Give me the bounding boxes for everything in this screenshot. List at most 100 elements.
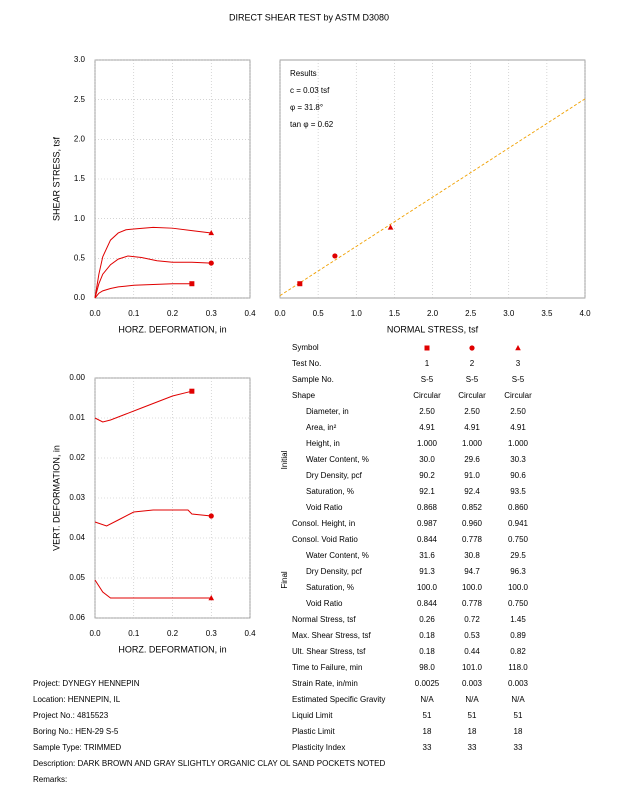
table-cell: 118.0 [508, 663, 528, 672]
table-label: Consol. Height, in [292, 519, 355, 528]
table-cell: 0.860 [508, 503, 529, 512]
table-cell: 100.0 [508, 583, 529, 592]
table-cell: 4.91 [419, 423, 435, 432]
table-label: Dry Density, pcf [306, 567, 363, 576]
table-label: Dry Density, pcf [306, 471, 363, 480]
table-cell: N/A [465, 695, 479, 704]
table-cell: S-5 [466, 375, 479, 384]
info-line: Sample Type: TRIMMED [33, 743, 121, 752]
table-label: Test No. [292, 359, 321, 368]
table-cell: 33 [468, 743, 477, 752]
table-label: Void Ratio [306, 599, 343, 608]
x-tick-label: 2.0 [427, 309, 439, 318]
table-cell: 96.3 [510, 567, 526, 576]
table-cell: 0.72 [464, 615, 480, 624]
table-cell: 1.000 [462, 439, 483, 448]
table-label: Void Ratio [306, 503, 343, 512]
table-cell: 0.18 [419, 647, 435, 656]
x-tick-label: 0.1 [128, 309, 140, 318]
curve [94, 226, 212, 299]
table-label: Plasticity Index [292, 743, 345, 752]
table-label: Normal Stress, tsf [292, 615, 356, 624]
info-line: Remarks: [33, 775, 67, 784]
table-cell: 30.8 [464, 551, 480, 560]
y-tick-label: 2.0 [74, 134, 86, 143]
table-cell: 18 [468, 727, 477, 736]
table-cell: 90.6 [510, 471, 526, 480]
table-cell: 92.4 [464, 487, 480, 496]
x-tick-label: 0.3 [206, 309, 218, 318]
curve [94, 255, 212, 299]
table-cell: 90.2 [419, 471, 435, 480]
table-label: Shape [292, 391, 316, 400]
table-cell: 0.868 [417, 503, 438, 512]
table-label: Area, in² [306, 423, 337, 432]
table-label: Water Content, % [306, 455, 369, 464]
table-cell: 33 [423, 743, 432, 752]
info-line: Project: DYNEGY HENNEPIN [33, 679, 140, 688]
table-label: Sample No. [292, 375, 334, 384]
table-cell: 18 [423, 727, 432, 736]
table-cell: 93.5 [510, 487, 526, 496]
table-cell: 0.778 [462, 535, 483, 544]
x-tick-label: 1.5 [389, 309, 401, 318]
x-tick-label: 0.4 [244, 629, 256, 638]
table-cell: 29.6 [464, 455, 480, 464]
annotation: tan φ = 0.62 [290, 120, 334, 129]
table-label: Max. Shear Stress, tsf [292, 631, 371, 640]
y-tick-label: 3.0 [74, 55, 86, 64]
x-tick-label: 0.4 [244, 309, 256, 318]
table-cell: 0.89 [510, 631, 526, 640]
marker [208, 229, 215, 236]
table-cell: 18 [514, 727, 523, 736]
curve [94, 390, 192, 423]
y-tick-label: 0.0 [74, 293, 86, 302]
x-tick-label: 0.2 [167, 629, 179, 638]
table-cell: 0.987 [417, 519, 438, 528]
marker [208, 513, 214, 519]
table-cell: 51 [468, 711, 477, 720]
x-tick-label: 0.0 [89, 309, 101, 318]
y-axis-label: VERT. DEFORMATION, in [51, 445, 61, 551]
group-label: Initial [280, 450, 289, 469]
table-label: Ult. Shear Stress, tsf [292, 647, 366, 656]
table-cell: 0.18 [419, 631, 435, 640]
table-cell: 2.50 [419, 407, 435, 416]
table-cell: 1.000 [508, 439, 529, 448]
table-label: Saturation, % [306, 583, 354, 592]
y-tick-label: 0.04 [69, 533, 85, 542]
table-cell: 1 [425, 359, 430, 368]
y-tick-label: 0.05 [69, 573, 85, 582]
table-cell: 101.0 [462, 663, 483, 672]
table-cell: 0.82 [510, 647, 526, 656]
table-cell: Circular [413, 391, 441, 400]
table-cell: 2.50 [510, 407, 526, 416]
table-cell: 0.941 [508, 519, 529, 528]
table-cell: 0.844 [417, 599, 438, 608]
table-cell: 0.003 [508, 679, 529, 688]
table-cell: 51 [423, 711, 432, 720]
x-axis-label: HORZ. DEFORMATION, in [118, 324, 226, 334]
info-line: Description: DARK BROWN AND GRAY SLIGHTL… [33, 759, 385, 768]
table-cell: 0.0025 [415, 679, 440, 688]
table-cell: Circular [504, 391, 532, 400]
table-label: Height, in [306, 439, 340, 448]
table-label: Saturation, % [306, 487, 354, 496]
x-tick-label: 2.5 [465, 309, 477, 318]
group-label: Final [280, 571, 289, 589]
annotation: Results [290, 69, 317, 78]
table-cell: S-5 [512, 375, 525, 384]
table-cell: 0.778 [462, 599, 483, 608]
y-tick-label: 2.5 [74, 95, 86, 104]
table-cell: 92.1 [419, 487, 435, 496]
table-cell: 0.750 [508, 599, 529, 608]
x-tick-label: 1.0 [351, 309, 363, 318]
table-label: Time to Failure, min [292, 663, 362, 672]
table-cell: 91.0 [464, 471, 480, 480]
x-tick-label: 0.3 [206, 629, 218, 638]
table-cell: 29.5 [510, 551, 526, 560]
table-cell: 3 [516, 359, 521, 368]
table-cell: N/A [511, 695, 525, 704]
y-tick-label: 0.02 [69, 453, 85, 462]
